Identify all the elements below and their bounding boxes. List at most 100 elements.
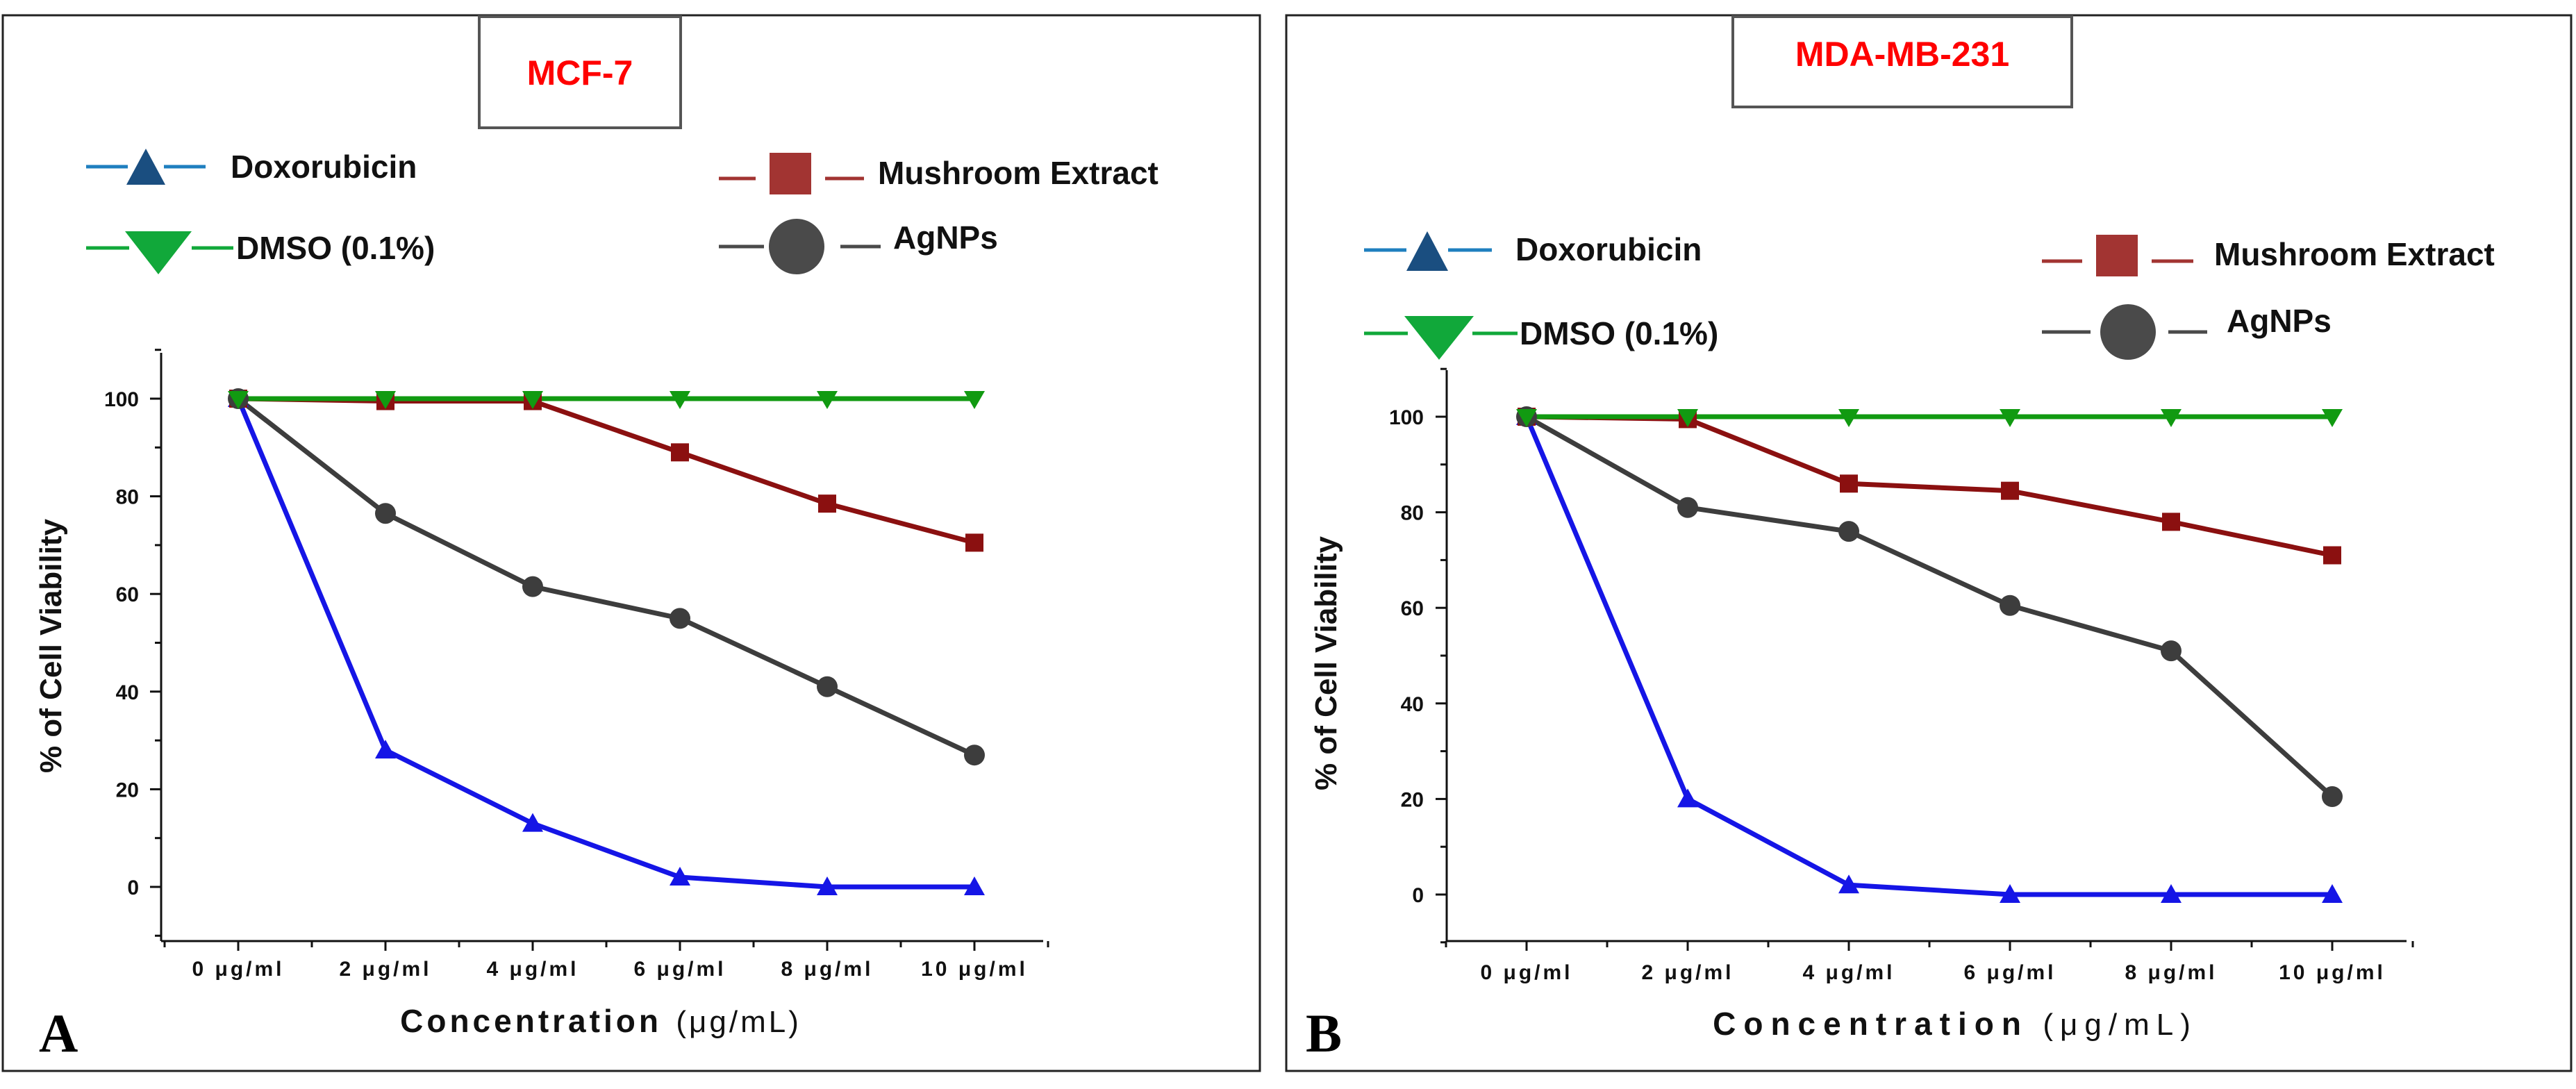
- y-tick-label: 80: [116, 486, 139, 509]
- x-tick-label: 0 μg/ml: [192, 958, 284, 981]
- legend-item-dmso: DMSO (0.1%): [86, 230, 435, 274]
- data-point-mushroom-extract: [965, 533, 983, 552]
- chart-title-box: [1731, 15, 2073, 108]
- data-point-agnps: [2322, 785, 2343, 807]
- legend-circle-marker: [2100, 304, 2156, 360]
- legend: Doxorubicin DMSO (0.1%) Mushroom Extract…: [86, 149, 1158, 274]
- legend-label: Mushroom Extract: [2214, 236, 2495, 272]
- x-axis-unit: (μg/mL): [676, 1005, 801, 1039]
- data-point-dmso-0-1: [2322, 409, 2343, 427]
- data-point-dmso-0-1: [817, 391, 838, 409]
- x-tick-label: 0 μg/ml: [1480, 961, 1572, 984]
- panel-label: B: [1306, 1003, 1342, 1063]
- data-point-dmso-0-1: [964, 391, 985, 409]
- legend-triangle-down-marker: [1404, 316, 1474, 360]
- x-axis-unit: (μg/mL): [2043, 1008, 2197, 1042]
- x-axis-title: Concentration (μg/mL): [1713, 1006, 2197, 1042]
- y-tick-label: 40: [116, 681, 139, 704]
- data-point-mushroom-extract: [671, 443, 689, 462]
- plot-area: 0 20 40 60 80 100 0 μg/ml 2 μg/ml 4 μg/ml 6 μg/m…: [104, 349, 1049, 981]
- data-point-doxorubicin: [1838, 874, 1859, 894]
- legend-triangle-up-marker: [1406, 231, 1448, 271]
- y-tick-label: 40: [1401, 693, 1424, 716]
- data-point-dmso-0-1: [2161, 409, 2182, 427]
- data-point-agnps: [964, 745, 985, 766]
- y-tick-label: 20: [1401, 788, 1424, 811]
- legend-label: AgNPs: [2227, 303, 2332, 339]
- data-point-mushroom-extract: [1840, 474, 1858, 493]
- y-ticks: 0 20 40 60 80 100: [104, 349, 161, 937]
- y-ticks: 0 20 40 60 80 100: [1389, 367, 1447, 944]
- data-point-doxorubicin: [670, 866, 690, 886]
- y-axis-title: % of Cell Viability: [1309, 536, 1343, 790]
- plot-area: 0 20 40 60 80 100 0 μg/ml 2 μg/ml 4 μg/ml 6 μg/m…: [1389, 367, 2414, 984]
- x-axis-title: Concentration (μg/mL): [400, 1003, 801, 1039]
- data-point-dmso-0-1: [375, 391, 396, 409]
- x-axis-title-text: Concentration: [400, 1003, 662, 1039]
- data-point-mushroom-extract: [2323, 546, 2341, 565]
- panel-frame: [1285, 14, 2573, 1072]
- legend-label: Doxorubicin: [231, 149, 417, 185]
- series-lines: [1524, 414, 2334, 897]
- x-tick-label: 6 μg/ml: [633, 958, 726, 981]
- y-axis-title: % of Cell Viability: [34, 519, 68, 773]
- legend-item-doxorubicin: Doxorubicin: [1364, 231, 1702, 271]
- data-point-doxorubicin: [522, 813, 543, 832]
- data-point-mushroom-extract: [2001, 481, 2019, 500]
- x-tick-label: 2 μg/ml: [339, 958, 431, 981]
- x-tick-label: 2 μg/ml: [1641, 961, 1734, 984]
- data-point-dmso-0-1: [2000, 409, 2020, 427]
- data-point-mushroom-extract: [818, 494, 836, 513]
- data-point-agnps: [1838, 521, 1859, 542]
- series-markers: [228, 388, 985, 895]
- series-line-doxorubicin: [1524, 415, 2332, 897]
- x-tick-label: 4 μg/ml: [486, 958, 579, 981]
- x-ticks: 0 μg/ml 2 μg/ml 4 μg/ml 6 μg/ml 8 μg/ml 10 μg…: [1445, 941, 2414, 984]
- y-tick-label: 20: [116, 779, 139, 801]
- series-line-agnps: [1525, 414, 2334, 799]
- data-point-dmso-0-1: [1838, 409, 1859, 427]
- y-tick-label: 80: [1401, 502, 1424, 525]
- legend-label: DMSO (0.1%): [236, 230, 435, 266]
- data-point-agnps: [2161, 640, 2182, 662]
- data-point-doxorubicin: [375, 740, 396, 759]
- legend-label: Doxorubicin: [1515, 231, 1702, 267]
- data-point-agnps: [2000, 595, 2020, 616]
- x-tick-label: 6 μg/ml: [1963, 961, 2056, 984]
- y-tick-label: 0: [127, 876, 139, 899]
- legend-square-marker: [770, 153, 811, 194]
- data-point-dmso-0-1: [522, 391, 543, 409]
- data-point-doxorubicin: [2000, 884, 2020, 903]
- x-tick-label: 8 μg/ml: [2125, 961, 2217, 984]
- legend-square-marker: [2096, 235, 2138, 276]
- legend-label: Mushroom Extract: [878, 155, 1158, 191]
- legend-item-doxorubicin: Doxorubicin: [86, 149, 417, 185]
- panel-label: A: [39, 1003, 78, 1063]
- x-tick-label: 10 μg/ml: [921, 958, 1028, 981]
- legend-triangle-up-marker: [126, 149, 165, 185]
- chart-title: MCF-7: [527, 53, 633, 92]
- legend-item-agnps: AgNPs: [2042, 303, 2332, 360]
- legend-label: AgNPs: [893, 219, 998, 256]
- data-point-doxorubicin: [2161, 884, 2182, 903]
- data-point-agnps: [1677, 497, 1698, 518]
- data-point-mushroom-extract: [2162, 513, 2180, 531]
- series-lines: [235, 396, 976, 890]
- legend-item-agnps: AgNPs: [719, 219, 998, 274]
- y-tick-label: 100: [104, 388, 139, 411]
- x-tick-label: 8 μg/ml: [781, 958, 873, 981]
- data-point-dmso-0-1: [670, 391, 690, 409]
- x-tick-label: 4 μg/ml: [1802, 961, 1895, 984]
- data-point-dmso-0-1: [228, 391, 249, 409]
- series-line-agnps: [236, 397, 976, 758]
- data-point-dmso-0-1: [1516, 409, 1537, 427]
- x-tick-label: 10 μg/ml: [2279, 961, 2386, 984]
- data-point-doxorubicin: [817, 876, 838, 895]
- panel-mda-mb-231: MDA-MB-231 Doxorubicin DMSO (0.1%) Mushr…: [1285, 14, 2573, 1072]
- legend-circle-marker: [769, 219, 824, 274]
- data-point-doxorubicin: [964, 876, 985, 895]
- legend-item-mushroom-extract: Mushroom Extract: [719, 153, 1158, 194]
- panel-mcf7: MCF-7 Doxorubicin DMSO (0.1%) Mushroom E…: [1, 14, 1261, 1072]
- data-point-doxorubicin: [1677, 788, 1698, 808]
